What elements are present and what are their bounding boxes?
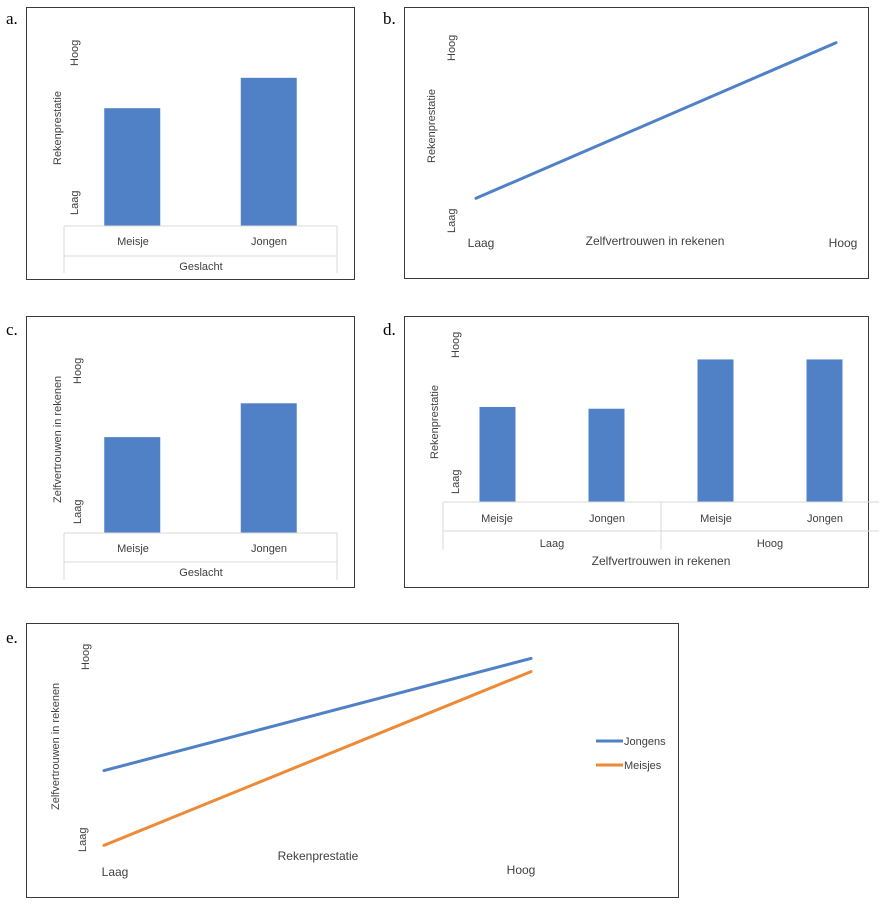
- chart-a: Meisje Jongen Geslacht Rekenprestatie La…: [52, 40, 338, 273]
- bar-laag-meisje: [479, 406, 516, 502]
- x-tick-label-high: Hoog: [829, 236, 858, 250]
- legend-label: Meisjes: [624, 760, 662, 772]
- panel-letter-a: a.: [6, 9, 18, 28]
- bar-laag-jongen: [588, 408, 625, 502]
- x-tick-label-low: Laag: [468, 236, 495, 250]
- y-tick-label-high: Hoog: [450, 332, 462, 358]
- legend-label: Jongens: [624, 736, 666, 748]
- chart-panel-b: [404, 7, 869, 279]
- x-axis-title: Rekenprestatie: [278, 849, 359, 863]
- panel-letter-c: c.: [6, 320, 18, 339]
- y-axis-title: Zelfvertrouwen in rekenen: [50, 683, 62, 810]
- bar-jongen: [240, 77, 297, 226]
- bar-meisje: [104, 108, 161, 226]
- x-tick-label-high: Hoog: [507, 863, 536, 877]
- x-axis-title: Geslacht: [179, 261, 222, 273]
- panel-letter-d: d.: [383, 320, 396, 339]
- chart-c: Meisje Jongen Geslacht Zelfvertrouwen in…: [52, 358, 338, 580]
- x-tick-label-low: Laag: [102, 865, 129, 879]
- y-tick-label-low: Laag: [446, 209, 458, 233]
- panel-letter-e: e.: [6, 628, 18, 647]
- x-axis-title: Zelfvertrouwen in rekenen: [592, 554, 731, 568]
- y-tick-label-low: Laag: [72, 500, 84, 524]
- legend: Jongens Meisjes: [596, 736, 666, 772]
- chart-panel-a: [26, 7, 355, 280]
- panel-letter-b: b.: [383, 9, 396, 28]
- x-axis-title: Zelfvertrouwen in rekenen: [586, 234, 725, 248]
- chart-panel-c: [26, 316, 355, 588]
- y-tick-label-low: Laag: [69, 191, 81, 215]
- y-tick-label-low: Laag: [77, 828, 89, 852]
- y-axis-title: Rekenprestatie: [429, 385, 441, 459]
- y-tick-label-high: Hoog: [69, 40, 81, 66]
- x-tick-label: Meisje: [700, 513, 732, 525]
- chart-d: Meisje Jongen Meisje Jongen Laag Hoog Ze…: [429, 332, 879, 568]
- x-tick-label: Jongen: [589, 513, 625, 525]
- x-group-label: Hoog: [757, 538, 783, 550]
- chart-b: Laag Hoog Zelfvertrouwen in rekenen Reke…: [426, 35, 857, 250]
- x-group-label: Laag: [540, 538, 564, 550]
- x-tick-label: Meisje: [117, 543, 149, 555]
- y-tick-label-high: Hoog: [446, 35, 458, 61]
- y-axis-title: Zelfvertrouwen in rekenen: [52, 376, 64, 503]
- y-tick-label-high: Hoog: [72, 358, 84, 384]
- x-tick-label: Meisje: [117, 236, 149, 248]
- chart-e: Laag Hoog Rekenprestatie Zelfvertrouwen …: [50, 644, 666, 879]
- y-tick-label-high: Hoog: [80, 644, 92, 670]
- x-tick-label: Jongen: [251, 236, 287, 248]
- series-line-meisjes: [102, 670, 533, 847]
- y-axis-title: Rekenprestatie: [426, 89, 438, 163]
- y-axis-title: Rekenprestatie: [52, 91, 64, 165]
- series-line-0: [474, 41, 838, 200]
- bar-hoog-meisje: [697, 359, 734, 502]
- bar-hoog-jongen: [806, 359, 843, 502]
- series-line-jongens: [102, 656, 533, 773]
- bar-meisje: [104, 437, 161, 533]
- x-axis-title: Geslacht: [179, 567, 222, 579]
- y-tick-label-low: Laag: [450, 470, 462, 494]
- bar-jongen: [240, 403, 297, 533]
- chart-panel-e: [26, 623, 679, 898]
- x-tick-label: Jongen: [251, 543, 287, 555]
- x-tick-label: Meisje: [481, 513, 513, 525]
- x-tick-label: Jongen: [807, 513, 843, 525]
